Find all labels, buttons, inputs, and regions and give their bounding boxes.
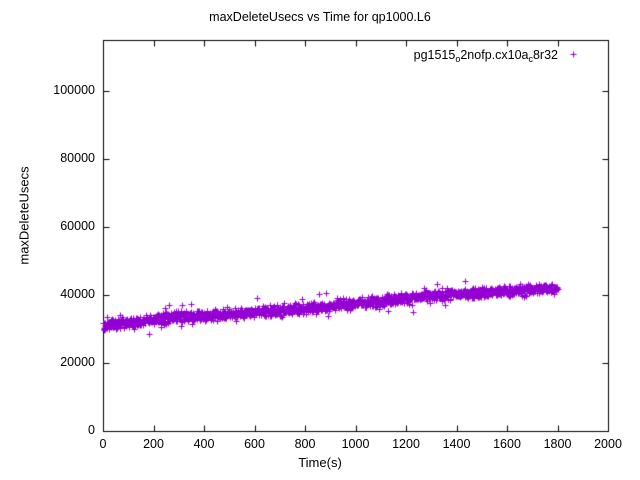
gnuplot-chart-window: maxDeleteUsecs vs Time for qp1000.L6 max… [0,0,640,480]
scatter-plot-canvas [0,0,640,480]
